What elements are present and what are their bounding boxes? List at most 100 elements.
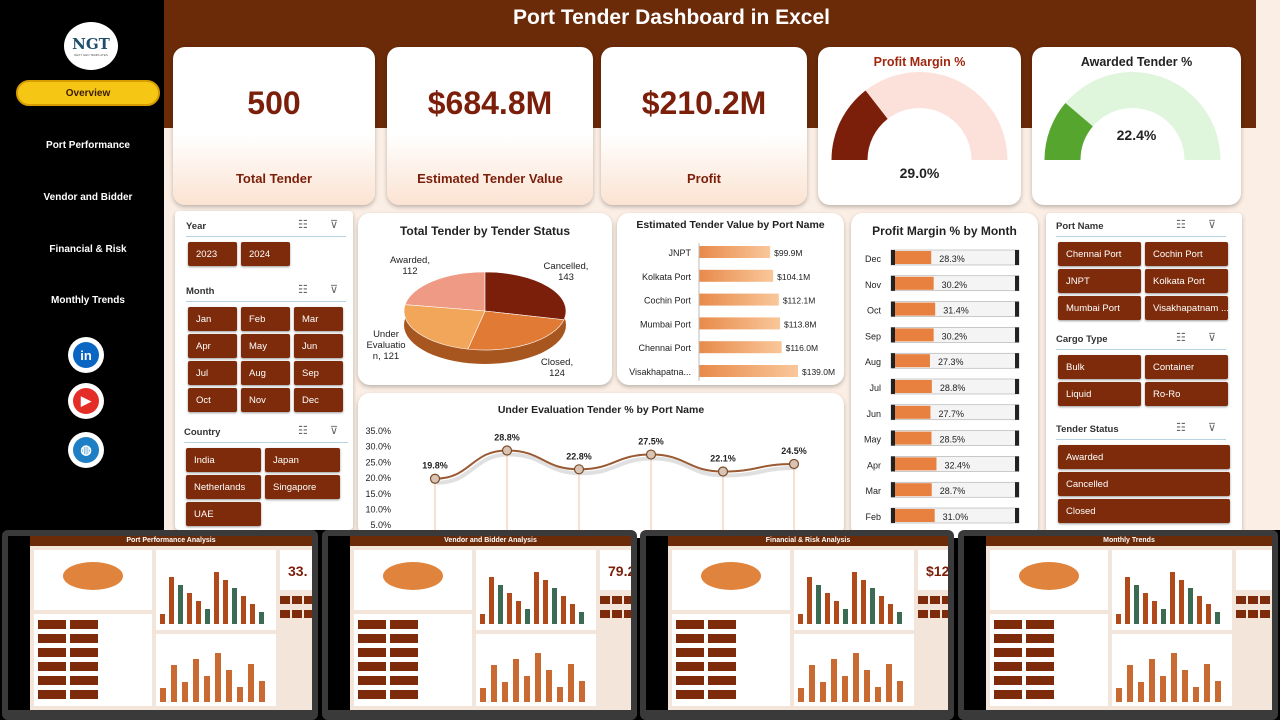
linkedin-icon[interactable]: in	[68, 337, 104, 373]
multiselect-icon[interactable]: ☷	[1176, 219, 1186, 231]
bar-cap	[1015, 482, 1019, 498]
nav-financial-risk[interactable]: Financial & Risk	[49, 243, 127, 255]
month-label-dec: Dec	[865, 254, 882, 264]
thumbnail-title: Vendor and Bidder Analysis	[350, 536, 631, 546]
slicer-item-2024[interactable]: 2024	[241, 242, 290, 266]
multiselect-icon[interactable]: ☷	[298, 425, 308, 437]
slicer-item-mumbai-port[interactable]: Mumbai Port	[1058, 296, 1141, 320]
nav-vendor-and-bidder[interactable]: Vendor and Bidder	[43, 191, 133, 203]
bar-cap	[891, 456, 895, 472]
thumbnail-port-performance-analysis[interactable]: Port Performance Analysis 33.	[2, 530, 318, 720]
slicer-item-jul[interactable]: Jul	[188, 361, 237, 385]
pie-chart-card: Total Tender by Tender Status Awarded, 11…	[358, 213, 612, 385]
slicer-item-apr[interactable]: Apr	[188, 334, 237, 358]
clear-filter-icon[interactable]: ⊽	[1208, 422, 1217, 434]
kpi-card-estimated-tender-value: $684.8M Estimated Tender Value	[387, 47, 593, 205]
slicer-item-jun[interactable]: Jun	[294, 334, 343, 358]
month-bar	[895, 276, 934, 290]
slicer-item-kolkata-port[interactable]: Kolkata Port	[1145, 269, 1228, 293]
month-label-feb: Feb	[865, 512, 881, 522]
slicer-item-may[interactable]: May	[241, 334, 290, 358]
logo-subtext: NEXT GEN TEMPLATES	[74, 53, 108, 57]
pie-label-2: Under Evaluatio n, 121	[366, 329, 405, 362]
slicer-item-visakhapatnam[interactable]: Visakhapatnam ...	[1145, 296, 1228, 320]
slicer-separator	[184, 442, 348, 443]
bar-value-label: $116.0M	[786, 343, 818, 353]
slicer-item-feb[interactable]: Feb	[241, 307, 290, 331]
thumbnail-monthly-trends[interactable]: Monthly Trends	[958, 530, 1278, 720]
line-point	[645, 449, 657, 460]
slicer-title-cargo: Cargo Type	[1056, 334, 1108, 345]
slicer-item-singapore[interactable]: Singapore	[265, 475, 340, 499]
slicer-item-uae[interactable]: UAE	[186, 502, 261, 526]
line-point	[501, 445, 513, 456]
clear-filter-icon[interactable]: ⊽	[330, 284, 339, 296]
slicer-item-india[interactable]: India	[186, 448, 261, 472]
month-bar	[895, 380, 932, 393]
slicer-item-aug[interactable]: Aug	[241, 361, 290, 385]
line-value-label: 22.8%	[566, 451, 592, 461]
gauge-value: 22.4%	[1116, 127, 1157, 143]
thumbnail-vendor-and-bidder-analysis[interactable]: Vendor and Bidder Analysis 79.2	[322, 530, 637, 720]
youtube-icon[interactable]: ▶	[68, 383, 104, 419]
clear-filter-icon[interactable]: ⊽	[1208, 332, 1217, 344]
month-bar	[895, 405, 931, 419]
slicer-item-jan[interactable]: Jan	[188, 307, 237, 331]
clear-filter-icon[interactable]: ⊽	[330, 425, 339, 437]
slicer-item-japan[interactable]: Japan	[265, 448, 340, 472]
multiselect-icon[interactable]: ☷	[1176, 422, 1186, 434]
slicer-item-ro-ro[interactable]: Ro-Ro	[1145, 382, 1228, 406]
clear-filter-icon[interactable]: ⊽	[330, 219, 339, 231]
slicer-item-sep[interactable]: Sep	[294, 361, 343, 385]
bar-cap	[891, 508, 895, 523]
slicer-title-year: Year	[186, 221, 207, 232]
bar-cap	[891, 353, 895, 369]
kpi-value: 500	[247, 85, 301, 121]
month-bar	[895, 251, 932, 264]
slicer-item-liquid[interactable]: Liquid	[1058, 382, 1141, 406]
slicer-item-closed[interactable]: Closed	[1058, 499, 1230, 523]
globe-icon[interactable]: ◍	[68, 432, 104, 468]
month-value-label: 32.4%	[944, 460, 970, 470]
slicer-item-chennai-port[interactable]: Chennai Port	[1058, 242, 1141, 266]
slicer-item-nov[interactable]: Nov	[241, 388, 290, 412]
globe-icon-glyph: ◍	[73, 437, 99, 463]
thumbnail-financial-risk-analysis[interactable]: Financial & Risk Analysis $12.	[640, 530, 954, 720]
slicer-item-mar[interactable]: Mar	[294, 307, 343, 331]
month-label-oct: Oct	[867, 306, 882, 316]
line-point	[573, 464, 585, 475]
slicer-item-awarded[interactable]: Awarded	[1058, 445, 1230, 469]
gauge-card-profit-margin: Profit Margin % 29.0%	[818, 47, 1021, 205]
thumbnail-title: Port Performance Analysis	[30, 536, 312, 546]
thumbnail-screen: Port Performance Analysis 33.	[8, 536, 312, 710]
month-chart-card: Profit Margin % by Month Dec 28.3% Nov 30.2…	[851, 213, 1038, 538]
slicer-item-container[interactable]: Container	[1145, 355, 1228, 379]
slicer-item-cochin-port[interactable]: Cochin Port	[1145, 242, 1228, 266]
nav-overview[interactable]: Overview	[16, 80, 160, 106]
thumbnail-preview: $12.	[672, 550, 948, 706]
slicer-item-cancelled[interactable]: Cancelled	[1058, 472, 1230, 496]
bar-value-label: $112.1M	[783, 296, 815, 306]
y-tick-label: 5.0%	[370, 520, 391, 530]
gauge-title: Awarded Tender %	[1080, 55, 1193, 69]
line-point	[788, 458, 800, 470]
multiselect-icon[interactable]: ☷	[298, 284, 308, 296]
slicer-item-netherlands[interactable]: Netherlands	[186, 475, 261, 499]
bar-cap	[1015, 430, 1019, 446]
slicer-item-2023[interactable]: 2023	[188, 242, 237, 266]
clear-filter-icon[interactable]: ⊽	[1208, 219, 1217, 231]
slicer-item-dec[interactable]: Dec	[294, 388, 343, 412]
nav-port-performance[interactable]: Port Performance	[46, 139, 130, 151]
kpi-label: Total Tender	[235, 171, 313, 186]
slicer-item-jnpt[interactable]: JNPT	[1058, 269, 1141, 293]
bar-chart-title: Estimated Tender Value by Port Name	[636, 219, 825, 231]
month-value-label: 28.3%	[939, 254, 965, 264]
bar-cap	[1015, 275, 1019, 291]
nav-monthly-trends[interactable]: Monthly Trends	[51, 294, 125, 306]
slicer-item-oct[interactable]: Oct	[188, 388, 237, 412]
slicer-item-bulk[interactable]: Bulk	[1058, 355, 1141, 379]
month-value-label: 30.2%	[942, 331, 968, 341]
multiselect-icon[interactable]: ☷	[1176, 332, 1186, 344]
multiselect-icon[interactable]: ☷	[298, 219, 308, 231]
thumbnail-sidebar	[646, 536, 668, 710]
